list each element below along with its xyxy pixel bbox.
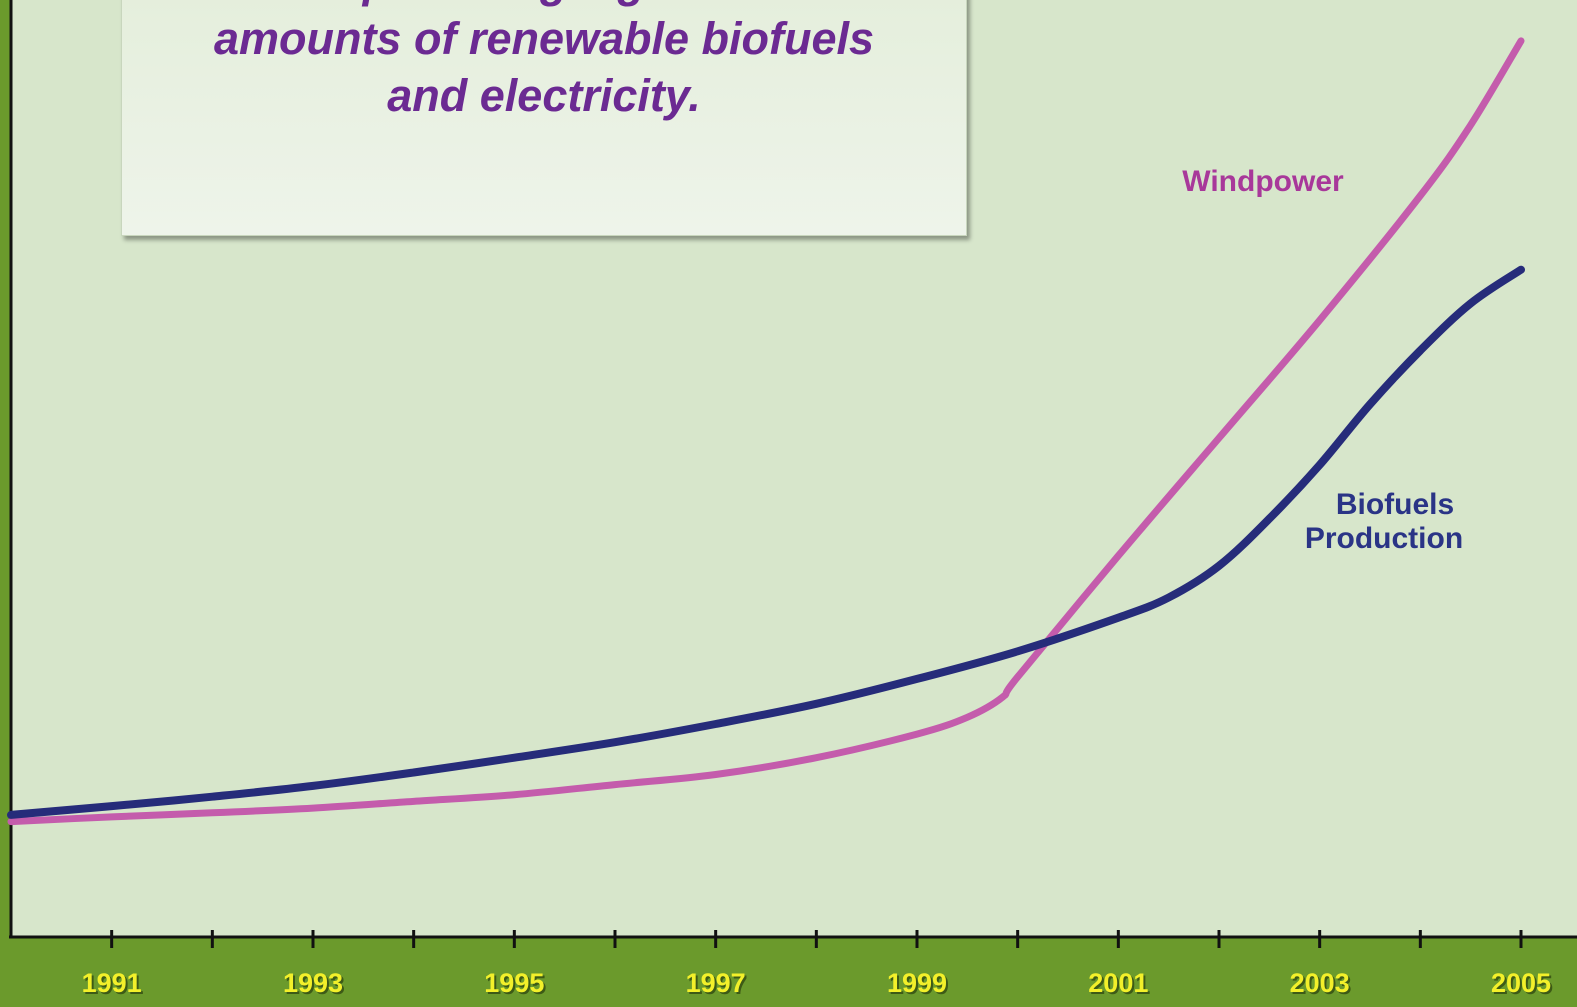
callout-box: are providing significant amounts of ren…	[121, 0, 967, 236]
callout-line-3: and electricity.	[387, 70, 701, 121]
x-tick-label-shadow: 2005	[1493, 970, 1553, 1000]
x-tick-label-shadow: 1991	[84, 970, 144, 1000]
x-tick-label: 1997	[686, 968, 746, 998]
x-tick-label: 2005	[1491, 968, 1551, 998]
x-tick-label-shadow: 2003	[1292, 970, 1352, 1000]
x-tick-label: 1995	[484, 968, 544, 998]
x-tick-label-shadow: 2001	[1090, 970, 1150, 1000]
x-tick-label: 1999	[887, 968, 947, 998]
biofuels-production-line	[7, 265, 1525, 819]
callout-line-2: amounts of renewable biofuels	[213, 13, 875, 64]
biofuels-label-line-2: Production	[1305, 522, 1463, 555]
x-tick-label-shadow: 1997	[688, 970, 748, 1000]
x-tick-label-shadow: 1995	[486, 970, 546, 1000]
x-axis-ticks	[110, 930, 1523, 948]
biofuels-label-line-1: Biofuels	[1336, 488, 1454, 521]
windpower-line	[7, 37, 1525, 826]
x-tick-label-shadow: 1993	[285, 970, 345, 1000]
x-tick-label-shadow: 1999	[889, 970, 949, 1000]
series-lines	[7, 37, 1525, 826]
callout-line-1: are providing significant	[122, 0, 966, 10]
windpower-label: Windpower	[1182, 165, 1344, 198]
x-tick-label: 2001	[1088, 968, 1148, 998]
x-tick-label: 1993	[283, 968, 343, 998]
x-tick-label: 1991	[82, 968, 142, 998]
x-tick-label: 2003	[1290, 968, 1350, 998]
